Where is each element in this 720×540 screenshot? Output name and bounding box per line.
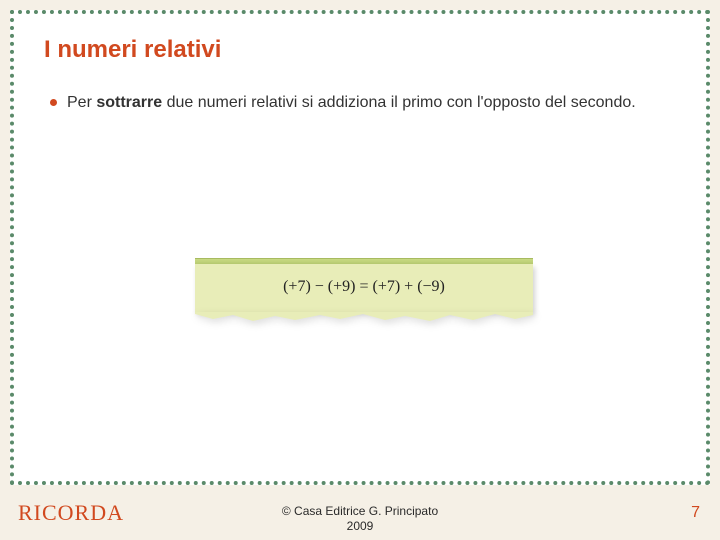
logo: RICORDA (18, 500, 124, 526)
slide-title: I numeri relativi (44, 36, 676, 64)
copyright: © Casa Editrice G. Principato 2009 (282, 504, 438, 534)
page-number: 7 (691, 504, 700, 522)
bullet-text: Per sottrarre due numeri relativi si add… (67, 92, 636, 114)
footer: RICORDA © Casa Editrice G. Principato 20… (0, 485, 720, 540)
bullet-item: Per sottrarre due numeri relativi si add… (50, 92, 676, 114)
note-torn-edge (195, 312, 533, 322)
slide-content: I numeri relativi Per sottrarre due nume… (14, 14, 706, 134)
slide-frame: I numeri relativi Per sottrarre due nume… (10, 10, 710, 485)
copyright-line2: 2009 (347, 519, 374, 533)
bullet-bold: sottrarre (96, 94, 162, 111)
formula-text: (+7) − (+9) = (+7) + (−9) (283, 278, 445, 295)
copyright-line1: © Casa Editrice G. Principato (282, 504, 438, 518)
bullet-prefix: Per (67, 94, 96, 111)
note-body: (+7) − (+9) = (+7) + (−9) (195, 264, 533, 312)
bullet-icon (50, 99, 57, 106)
logo-text: RICORDA (18, 500, 124, 525)
formula-note: (+7) − (+9) = (+7) + (−9) (195, 258, 533, 322)
bullet-rest: due numeri relativi si addiziona il prim… (162, 94, 636, 111)
